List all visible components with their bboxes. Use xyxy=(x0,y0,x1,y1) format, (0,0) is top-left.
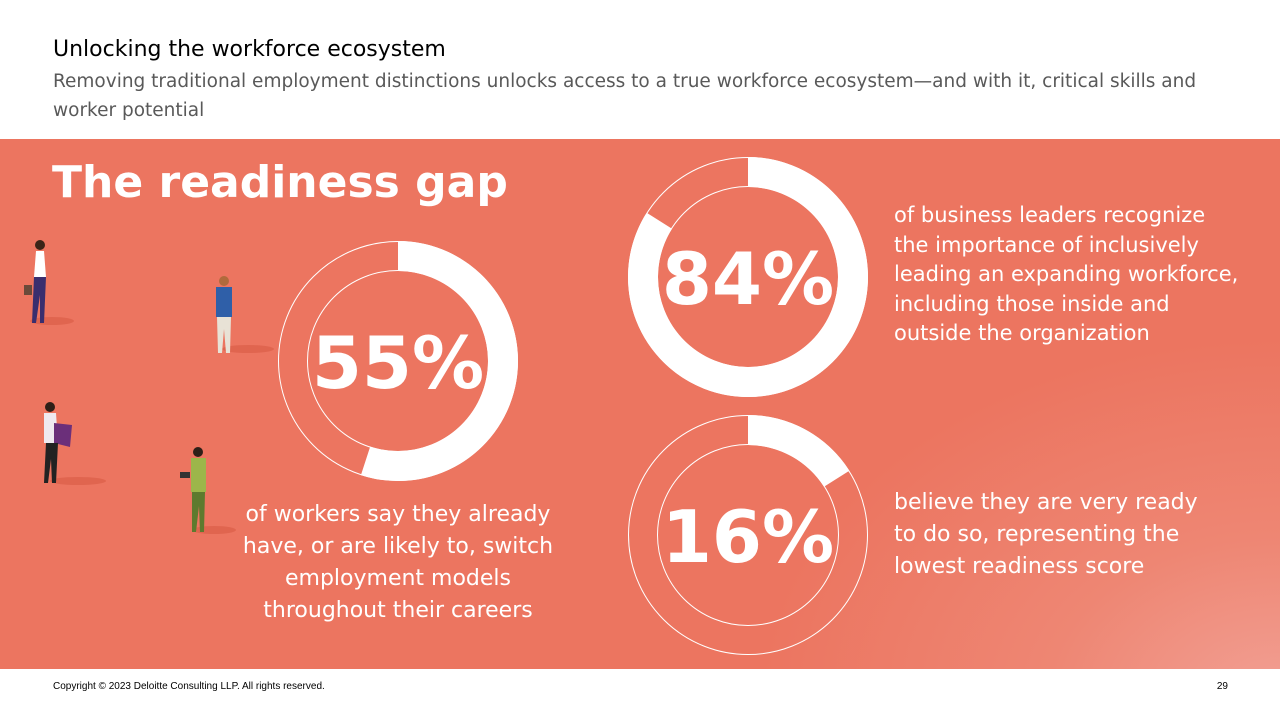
standing-man-illustration xyxy=(216,276,274,353)
woman-with-tablet-illustration xyxy=(180,447,236,534)
page-number: 29 xyxy=(1216,681,1228,692)
donut-55 xyxy=(278,241,518,481)
caption-84-line: of business leaders recognize xyxy=(894,203,1206,227)
walking-woman-bag-illustration xyxy=(44,402,106,485)
caption-55-line: have, or are likely to, switch xyxy=(242,534,554,559)
caption-55: of workers say they already have, or are… xyxy=(226,499,570,627)
caption-16-line: to do so, representing the xyxy=(894,522,1180,547)
caption-16-line: believe they are very ready xyxy=(894,490,1198,515)
readiness-panel: The readiness gap 55% of workers say the… xyxy=(0,139,1280,669)
copyright-text: Copyright © 2023 Deloitte Consulting LLP… xyxy=(53,681,325,692)
slide-title: Unlocking the workforce ecosystem xyxy=(53,37,446,62)
caption-55-line: employment models xyxy=(284,566,511,591)
slide-header: Unlocking the workforce ecosystem Removi… xyxy=(53,34,1233,125)
caption-16-line: lowest readiness score xyxy=(894,554,1145,579)
donut-segment xyxy=(360,241,518,481)
caption-16: believe they are very ready to do so, re… xyxy=(894,487,1264,583)
caption-84-line: the importance of inclusively xyxy=(894,232,1199,257)
caption-55-line: throughout their careers xyxy=(263,598,533,623)
slide-subtitle: Removing traditional employment distinct… xyxy=(53,71,1197,121)
stat-value-55: 55% xyxy=(311,321,485,405)
walking-woman-illustration xyxy=(24,240,74,325)
panel-title: The readiness gap xyxy=(52,157,508,208)
donut-84 xyxy=(628,157,868,397)
donut-segment xyxy=(748,415,850,487)
caption-84-line: including those inside and xyxy=(894,291,1170,316)
stat-value-84: 84% xyxy=(661,237,835,321)
caption-84: of business leaders recognize the import… xyxy=(894,201,1274,349)
stat-value-16: 16% xyxy=(661,495,835,579)
caption-55-line: of workers say they already xyxy=(245,502,551,527)
caption-84-line: leading an expanding workforce, xyxy=(894,262,1239,286)
donut-16 xyxy=(628,415,868,655)
caption-84-line: outside the organization xyxy=(894,321,1150,345)
